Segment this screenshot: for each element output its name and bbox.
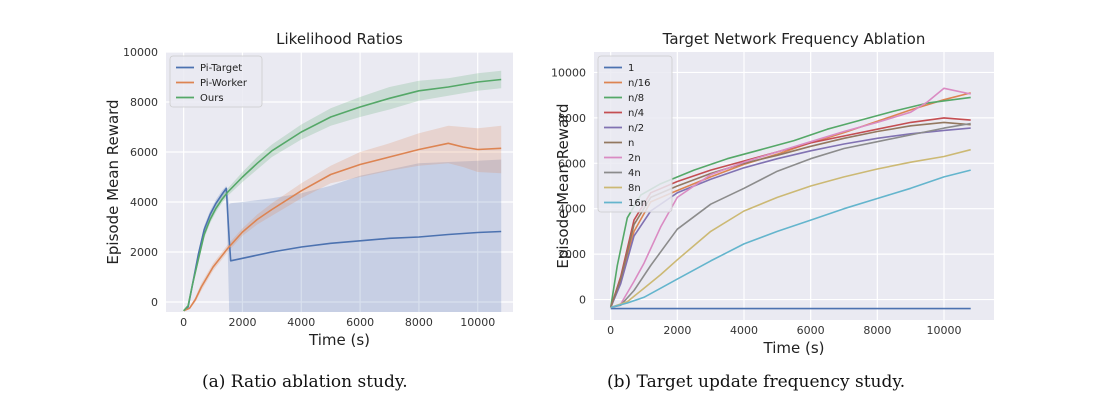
x-tick-label: 6000 (797, 324, 825, 337)
y-tick-label: 10000 (123, 46, 158, 59)
legend-label-1: 1 (628, 63, 634, 74)
y-tick-label: 6000 (558, 157, 586, 170)
x-tick-label: 2000 (228, 316, 256, 329)
y-tick-label: 8000 (130, 96, 158, 109)
confidence-band-pi-worker (183, 125, 502, 311)
y-tick-label: 0 (151, 296, 158, 309)
x-tick-label: 2000 (663, 324, 691, 337)
legend-label-ours: Ours (200, 93, 224, 104)
x-axis-label: Time (s) (763, 339, 825, 357)
legend-label-n: n (628, 138, 634, 149)
series-line-n-8 (609, 96, 971, 308)
series-line-pi-worker (183, 142, 502, 312)
legend-label-n-2: n/2 (628, 123, 644, 134)
chart-target-network-frequency: 0 2000 4000 6000 8000 10000 0 2000 4000 6000 8000 1… (552, 30, 994, 357)
legend-label-pi-worker: Pi-Worker (200, 78, 248, 89)
chart-likelihood-ratios: 0 2000 4000 6000 8000 10000 0 2000 4000 6000 8000 1… (104, 30, 513, 349)
legend-label-n-16: n/16 (628, 78, 650, 89)
x-tick-label: 8000 (863, 324, 891, 337)
y-axis-label: Episode Mean Reward (104, 99, 122, 264)
series-group (183, 70, 502, 312)
series-line-2n (610, 87, 971, 309)
y-tick-label: 0 (579, 294, 586, 307)
x-tick-label: 0 (607, 324, 614, 337)
chart-title: Likelihood Ratios (276, 30, 403, 48)
legend-label-8n: 8n (628, 183, 641, 194)
x-tick-label: 4000 (730, 324, 758, 337)
series-line-16n (610, 169, 971, 309)
x-tick-label: 10000 (927, 324, 962, 337)
legend-label-n-4: n/4 (628, 108, 644, 119)
caption-b: (b) Target update frequency study. (607, 372, 906, 392)
x-axis-label: Time (s) (308, 331, 370, 349)
legend-label-16n: 16n (628, 198, 647, 209)
legend-box (169, 55, 263, 108)
series-line-ours (183, 78, 502, 312)
y-tick-label: 4000 (130, 196, 158, 209)
legend-label-n-8: n/8 (628, 93, 644, 104)
y-tick-label: 2000 (130, 246, 158, 259)
caption-a: (a) Ratio ablation study. (202, 372, 408, 392)
x-tick-label: 8000 (405, 316, 433, 329)
confidence-band-pi-target (183, 159, 502, 312)
y-tick-label: 6000 (130, 146, 158, 159)
x-tick-label: 10000 (460, 316, 495, 329)
series-line-n (609, 121, 971, 308)
series-line-n-2 (609, 127, 971, 308)
series-line-4n (610, 122, 971, 309)
legend: Pi-Target Pi-Worker Ours (169, 55, 263, 108)
series-line-8n (610, 148, 971, 309)
y-tick-label: 8000 (558, 112, 586, 125)
series-line-pi-target (183, 187, 502, 312)
legend-label-2n: 2n (628, 153, 641, 164)
y-tick-label: 4000 (558, 203, 586, 216)
y-tick-label: 2000 (558, 248, 586, 261)
confidence-band-ours (183, 70, 502, 311)
chart-title: Target Network Frequency Ablation (662, 30, 926, 48)
legend: 1 n/16 n/8 n/4 n/2 n 2n 4n 8n 16n (597, 55, 673, 213)
x-tick-label: 4000 (287, 316, 315, 329)
x-tick-label: 6000 (346, 316, 374, 329)
y-tick-label: 10000 (552, 66, 586, 79)
y-axis-label: Episode Mean Reward (554, 103, 572, 268)
x-tick-label: 0 (180, 316, 187, 329)
series-group (609, 87, 971, 310)
legend-label-4n: 4n (628, 168, 641, 179)
legend-label-pi-target: Pi-Target (200, 63, 242, 74)
